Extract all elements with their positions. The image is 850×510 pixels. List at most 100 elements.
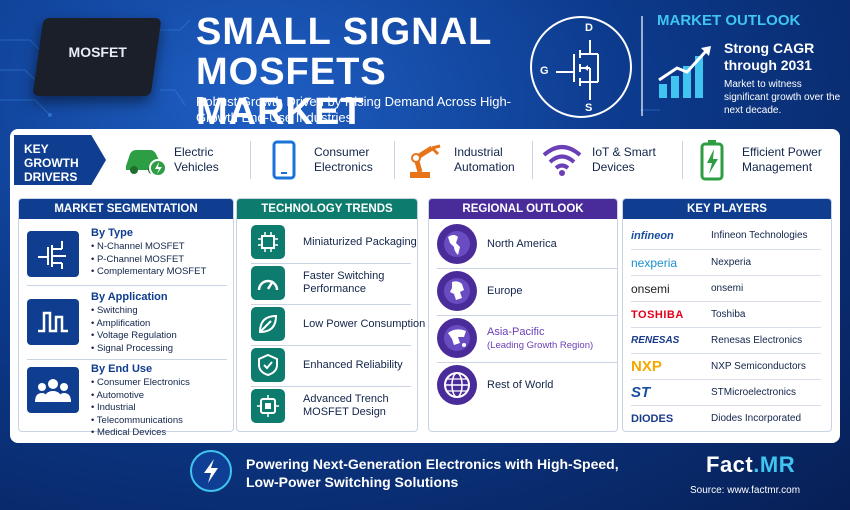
globe-americas-icon <box>437 224 477 264</box>
driver-electric-vehicles: Electric Vehicles <box>122 138 234 182</box>
player-item: RENESAS Renesas Electronics <box>631 328 826 353</box>
segment-list: Consumer Electronics Automotive Industri… <box>91 377 190 440</box>
title-line-1: SMALL SIGNAL <box>196 11 493 53</box>
page-subtitle: Robust Growth Driven by Rising Demand Ac… <box>196 94 512 125</box>
player-name: Renesas Electronics <box>711 335 803 346</box>
player-item: infineon Infineon Technologies <box>631 223 826 248</box>
chip-icon <box>251 225 285 259</box>
region-text: Asia-Pacific (Leading Growth Region) <box>487 326 593 351</box>
trend-item: Advanced Trench MOSFET Design <box>251 389 427 423</box>
list-item: Industrial <box>91 402 190 415</box>
region-divider <box>437 362 617 363</box>
toshiba-logo: TOSHIBA <box>631 308 684 321</box>
chip-label: MOSFET <box>68 44 127 60</box>
transistor-icon <box>27 231 79 277</box>
player-name: STMicroelectronics <box>711 387 797 398</box>
region-divider <box>437 268 617 269</box>
player-name: NXP Semiconductors <box>711 361 806 372</box>
market-outlook-title: MARKET OUTLOOK <box>657 12 801 29</box>
title-line-2: MOSFETS MARKET <box>196 51 387 133</box>
nexperia-logo: nexperia <box>631 255 678 270</box>
st-logo: ST <box>631 384 651 401</box>
market-segmentation-title: MARKET SEGMENTATION <box>19 199 233 219</box>
users-icon <box>27 367 79 413</box>
driver-label: Electric Vehicles <box>174 145 219 174</box>
trend-divider <box>251 304 411 305</box>
driver-label: Efficient Power Management <box>742 145 822 174</box>
page-title: SMALL SIGNAL MOSFETS MARKET <box>196 12 526 132</box>
mosfet-chip-icon <box>251 389 285 423</box>
growth-chart-icon <box>658 46 711 98</box>
trend-divider <box>251 263 411 264</box>
driver-divider <box>682 141 683 179</box>
player-item: nexperia Nexperia <box>631 250 826 275</box>
region-item: Rest of World <box>437 364 627 406</box>
region-label: Europe <box>487 285 523 297</box>
wifi-icon <box>540 138 584 182</box>
trend-label: Miniaturized Packaging <box>303 235 417 248</box>
header-divider <box>641 16 643 116</box>
onsemi-logo: onsemi <box>631 281 670 296</box>
player-name: Infineon Technologies <box>711 230 808 241</box>
region-label: Asia-Pacific <box>487 325 545 338</box>
driver-label: IoT & Smart Devices <box>592 145 656 174</box>
segment-divider <box>27 285 227 286</box>
region-item: North America <box>437 223 627 265</box>
list-item: Medical Devices <box>91 427 190 440</box>
driver-divider <box>394 141 395 179</box>
driver-iot-smart-devices: IoT & Smart Devices <box>540 138 676 182</box>
brand-logo: Fact.MR <box>706 452 795 478</box>
trend-item: Enhanced Reliability <box>251 348 427 382</box>
player-name: Nexperia <box>711 257 752 268</box>
list-item: Signal Processing <box>91 343 177 356</box>
region-note: (Leading Growth Region) <box>487 339 594 351</box>
main-panel: KEY GROWTH DRIVERS Electric Vehicles Con… <box>10 129 840 443</box>
driver-efficient-power-management: Efficient Power Management <box>690 138 834 182</box>
market-outlook-text: Market to witness significant growth ove… <box>724 79 841 116</box>
driver-label: Industrial Automation <box>454 145 515 174</box>
trend-label: Enhanced Reliability <box>303 358 403 371</box>
technology-trends-title: TECHNOLOGY TRENDS <box>237 199 417 219</box>
trend-label: Advanced Trench MOSFET Design <box>303 393 389 418</box>
gate-label: G <box>540 65 549 77</box>
region-label: Rest of World <box>487 379 554 391</box>
player-divider <box>631 301 821 302</box>
player-divider <box>631 249 821 250</box>
trend-item: Faster Switching Performance <box>251 266 427 300</box>
source-text: Source: www.factmr.com <box>690 485 801 496</box>
player-item: onsemi onsemi <box>631 276 826 301</box>
region-item: Europe <box>437 270 627 312</box>
robot-arm-icon <box>402 138 446 182</box>
globe-europe-icon <box>437 271 477 311</box>
trend-item: Low Power Consumption <box>251 307 427 341</box>
segment-title: By Type <box>91 227 133 239</box>
drain-label: D <box>585 22 593 34</box>
player-item: DIODES Diodes Incorporated <box>631 406 826 431</box>
mosfet-chip-illustration: MOSFET <box>32 18 162 96</box>
player-divider <box>631 275 821 276</box>
globe-asia-icon <box>437 318 477 358</box>
list-item: Telecommunications <box>91 415 190 428</box>
segment-divider <box>27 359 227 360</box>
regional-outlook-card: REGIONAL OUTLOOK North America Europe As… <box>428 198 618 432</box>
segment-title: By Application <box>91 291 168 303</box>
infineon-logo: infineon <box>631 229 674 242</box>
speedometer-icon <box>251 266 285 300</box>
key-players-title: KEY PLAYERS <box>623 199 831 219</box>
source-label: S <box>585 102 593 114</box>
diodes-logo: DIODES <box>631 412 674 425</box>
region-divider <box>437 315 617 316</box>
nxp-logo: NXP <box>631 358 662 375</box>
segment-by-type: By Type N-Channel MOSFET P-Channel MOSFE… <box>27 227 227 285</box>
player-divider <box>631 379 821 380</box>
smartphone-icon <box>262 138 306 182</box>
key-players-card: KEY PLAYERS infineon Infineon Technologi… <box>622 198 832 432</box>
segment-title: By End Use <box>91 363 153 375</box>
list-item: Automotive <box>91 390 190 403</box>
player-name: Diodes Incorporated <box>711 413 802 424</box>
player-divider <box>631 353 821 354</box>
region-label: North America <box>487 238 557 250</box>
shield-check-icon <box>251 348 285 382</box>
segment-by-application: By Application Switching Amplification V… <box>27 291 227 359</box>
trend-item: Miniaturized Packaging <box>251 225 427 259</box>
